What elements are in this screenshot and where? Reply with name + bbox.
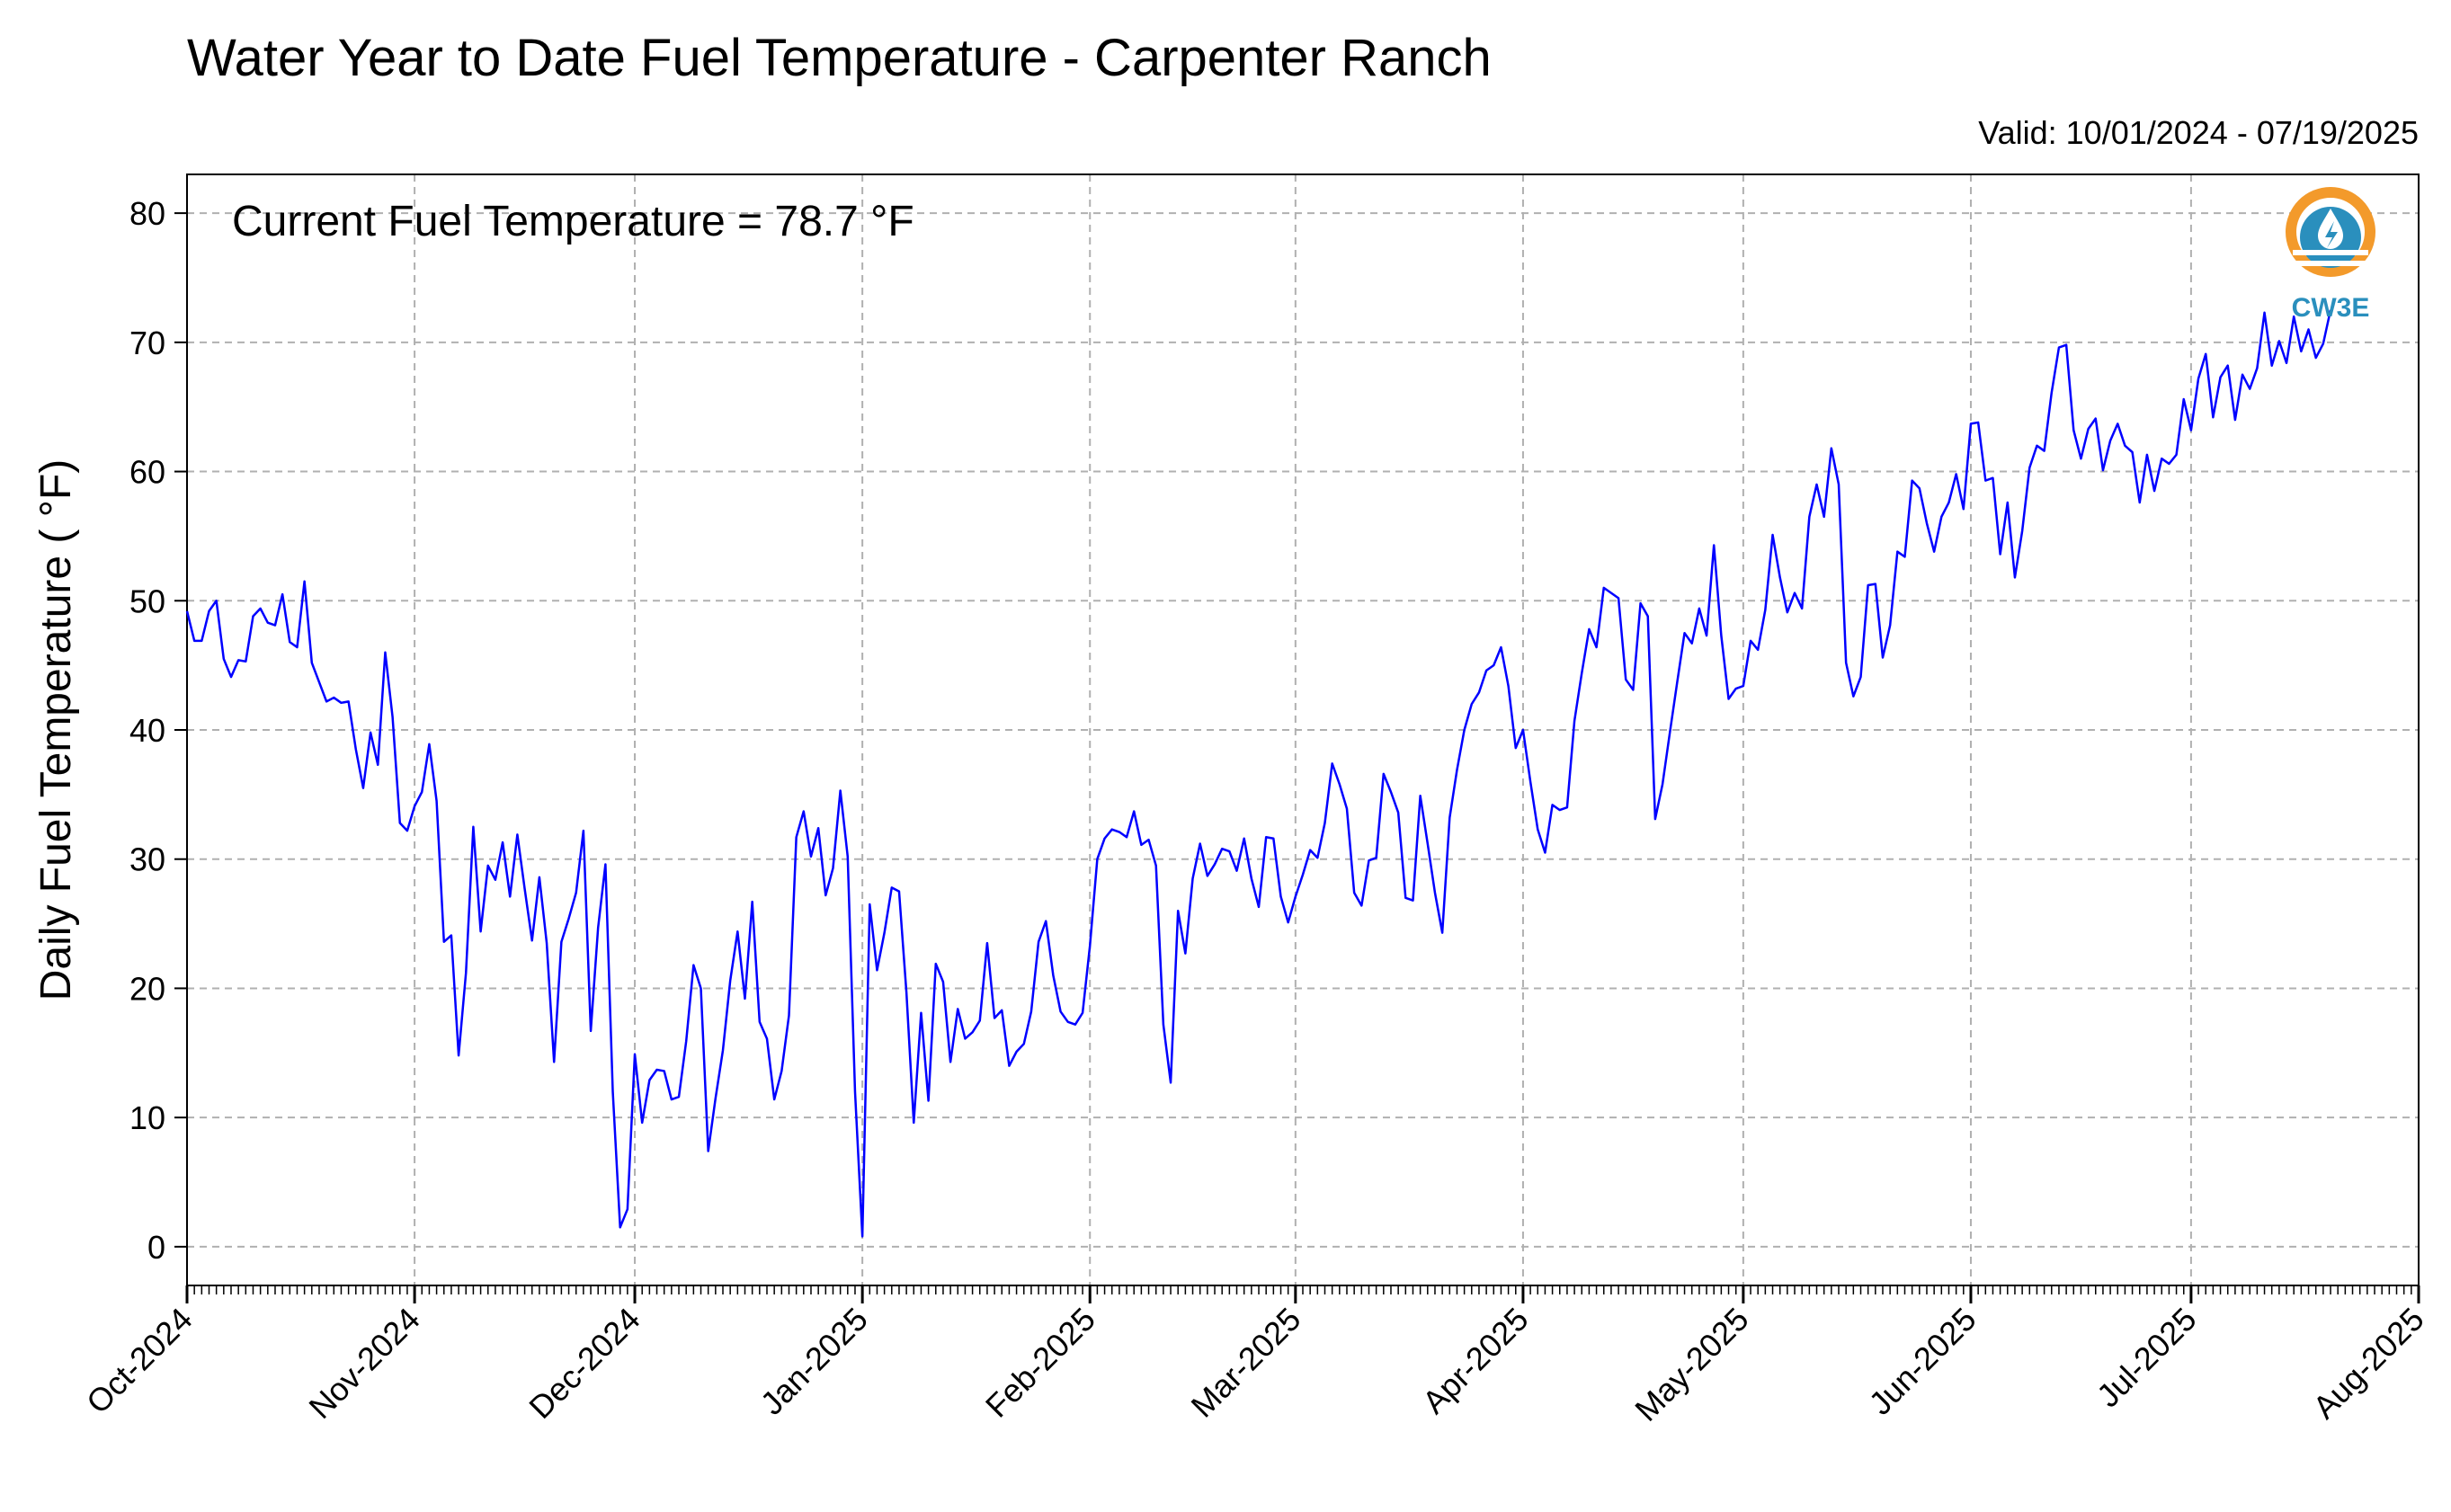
x-tick-label: Apr-2025 — [1415, 1301, 1536, 1421]
y-tick-label: 10 — [129, 1099, 165, 1136]
y-tick-label: 80 — [129, 195, 165, 232]
x-minor-ticks — [186, 1285, 2420, 1294]
axis-ticks: 0 10 20 30 40 50 60 70 80 Oct-2024 Nov-2024 Dec-202… — [79, 195, 2431, 1428]
plot-frame — [186, 173, 2420, 1286]
y-tick-label: 40 — [129, 712, 165, 749]
x-tick-label: Aug-2025 — [2305, 1301, 2430, 1426]
x-tick-label: Jun-2025 — [1861, 1301, 1983, 1422]
x-tick-label: Feb-2025 — [978, 1301, 1102, 1425]
x-tick-label: May-2025 — [1627, 1301, 1755, 1428]
chart-subtitle: Valid: 10/01/2024 - 07/19/2025 — [1978, 114, 2419, 151]
y-axis-title: Daily Fuel Temperature ( °F) — [32, 459, 80, 1001]
y-tick-label: 20 — [129, 970, 165, 1007]
grid — [186, 174, 2420, 1285]
y-tick-label: 70 — [129, 325, 165, 361]
y-tick-label: 50 — [129, 583, 165, 619]
series — [185, 309, 2332, 1238]
y-tick-label: 0 — [147, 1229, 165, 1266]
x-tick-label: Dec-2024 — [521, 1301, 646, 1426]
x-tick-label: Oct-2024 — [79, 1301, 200, 1421]
series-line-fuel-temperature — [185, 309, 2332, 1238]
y-tick-label: 60 — [129, 454, 165, 491]
cw3e-logo: CW3E — [2286, 187, 2375, 323]
x-tick-label: Jul-2025 — [2090, 1301, 2204, 1415]
logo-text: CW3E — [2292, 293, 2370, 323]
logo-emblem — [2286, 187, 2375, 277]
y-tick-label: 30 — [129, 841, 165, 878]
x-tick-label: Mar-2025 — [1184, 1301, 1308, 1425]
current-temperature-annotation: Current Fuel Temperature = 78.7 °F — [232, 198, 914, 245]
x-tick-label: Nov-2024 — [301, 1301, 426, 1426]
x-tick-label: Jan-2025 — [753, 1301, 875, 1422]
chart-title: Water Year to Date Fuel Temperature - Ca… — [187, 29, 1492, 87]
plot-area — [186, 173, 2420, 1286]
